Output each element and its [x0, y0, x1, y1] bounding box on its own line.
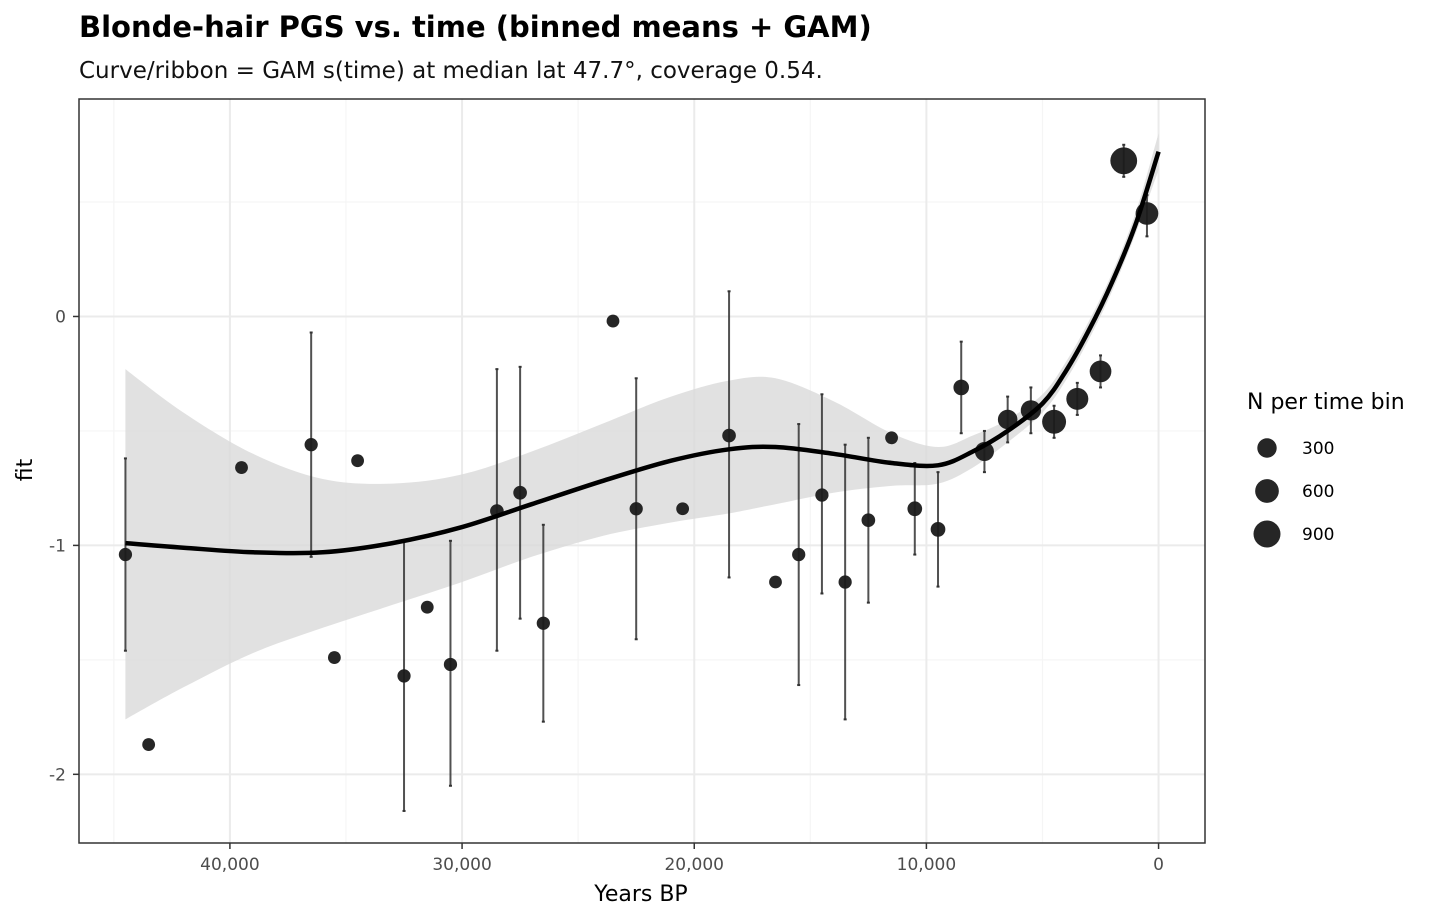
data-point: [142, 738, 156, 751]
plot-panel: [78, 98, 1206, 844]
data-point: [997, 409, 1018, 430]
data-point: [930, 522, 946, 537]
x-axis-ticks: 40,000 30,000 20,000 10,000 0: [200, 843, 1164, 875]
legend: N per time bin 300 600 900: [1247, 390, 1405, 548]
legend-keys: 300 600 900: [1253, 438, 1334, 548]
data-point: [769, 575, 782, 589]
data-point: [118, 547, 133, 562]
x-axis-title: Years BP: [593, 882, 687, 907]
data-point: [815, 488, 829, 502]
data-point: [1066, 387, 1089, 410]
gam-fit-curve: [125, 151, 1161, 556]
data-point: [953, 379, 970, 396]
legend-key-900: [1253, 520, 1281, 548]
data-point: [513, 485, 527, 500]
data-point: [235, 461, 248, 474]
chart-subtitle: Curve/ribbon = GAM s(time) at median lat…: [79, 58, 823, 84]
legend-key-600: [1255, 479, 1279, 503]
x-tick-label: 40,000: [200, 855, 259, 875]
x-tick-label: 30,000: [432, 855, 491, 875]
data-point: [420, 600, 434, 614]
data-point: [838, 575, 852, 589]
data-point: [606, 314, 620, 328]
panel-border: [78, 98, 1206, 844]
data-point: [1089, 360, 1112, 383]
x-tick-label: 20,000: [664, 855, 723, 875]
data-point: [351, 454, 364, 468]
x-tick-label: 0: [1153, 855, 1164, 875]
legend-label-300: 300: [1302, 439, 1334, 459]
gam-confidence-ribbon: [125, 133, 1159, 720]
data-point: [536, 616, 550, 630]
y-tick-label: 0: [55, 307, 66, 327]
data-point: [861, 513, 876, 528]
data-point: [443, 657, 458, 672]
y-axis-title: fit: [13, 458, 38, 481]
data-point: [885, 431, 898, 445]
y-axis-ticks: 0 -1 -2: [49, 307, 79, 785]
y-tick-label: -2: [49, 765, 66, 785]
chart-title: Blonde-hair PGS vs. time (binned means +…: [79, 10, 872, 44]
legend-label-900: 900: [1302, 525, 1334, 545]
data-point: [907, 501, 923, 517]
data-point: [1042, 409, 1067, 434]
data-point: [327, 651, 341, 664]
data-point: [792, 547, 806, 562]
data-point: [629, 502, 643, 516]
x-tick-label: 10,000: [897, 855, 956, 875]
data-point: [676, 502, 690, 516]
legend-label-600: 600: [1302, 482, 1334, 502]
data-point: [304, 438, 318, 452]
data-point: [722, 428, 736, 443]
y-tick-label: -1: [49, 536, 66, 556]
data-point: [397, 669, 411, 683]
data-point: [1110, 147, 1138, 175]
legend-title: N per time bin: [1247, 390, 1405, 415]
legend-key-300: [1257, 438, 1277, 458]
